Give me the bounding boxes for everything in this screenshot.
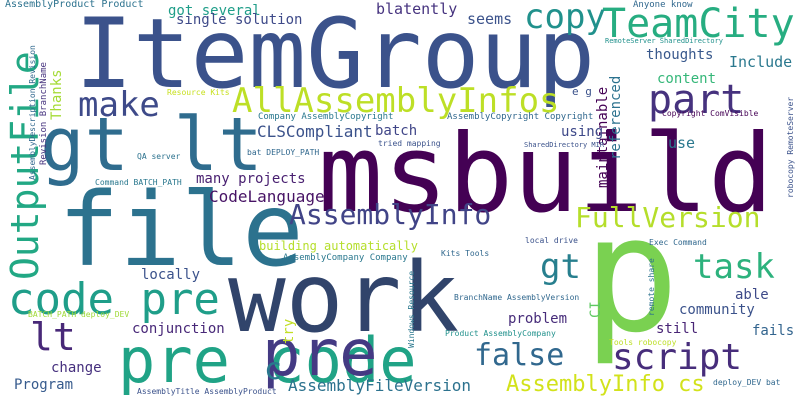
word-msbuild: msbuild — [318, 112, 774, 237]
word-teamcity: TeamCity — [602, 1, 795, 47]
word-referenced: referenced — [608, 75, 624, 160]
word-e-g: e g — [572, 85, 592, 98]
word-building-automatically: building automatically — [259, 239, 418, 253]
word-conjunction: conjunction — [132, 321, 225, 337]
word-pre: pre — [262, 317, 378, 391]
word-company-assemblycopyright: Company AssemblyCopyright — [258, 112, 394, 122]
word-deploy-dev-bat: deploy_DEV bat — [713, 378, 781, 387]
word-fullversion: FullVersion — [575, 201, 761, 234]
word-bat-deploy-path: bat DEPLOY_PATH — [247, 148, 320, 157]
word-qa-server: QA server — [137, 152, 181, 161]
word-resource-kits: Resource Kits — [167, 88, 230, 97]
word-change: change — [51, 360, 102, 376]
word-windows-resource: Windows Resource — [407, 270, 416, 348]
word-problem: problem — [508, 311, 568, 327]
word-able: able — [735, 287, 769, 303]
word-itemgroup: ItemGroup — [75, 0, 596, 110]
word-gt: gt — [540, 247, 581, 287]
word-got-several: got several — [168, 3, 261, 19]
word-content: content — [657, 71, 717, 87]
word-work: work — [228, 242, 460, 354]
word-gt-lt: gt lt — [40, 102, 263, 188]
word-p: p — [583, 181, 680, 368]
word-codelanguage: CodeLanguage — [209, 187, 325, 206]
word-include: Include — [729, 53, 793, 71]
word-assemblyinfo-cs: AssemblyInfo cs — [506, 372, 705, 397]
word-clscompliant: CLSCompliant — [257, 122, 373, 141]
word-allassemblyinfos: AllAssemblyInfos — [232, 81, 560, 121]
word-assemblyinfo: AssemblyInfo — [289, 198, 492, 231]
word-locally: locally — [141, 267, 201, 283]
word-assemblycopyright-copyright: AssemblyCopyright Copyright — [447, 112, 594, 122]
word-copyright-comvisible: Copyright ComVisible — [662, 109, 759, 118]
word-batch: batch — [375, 123, 418, 139]
word-try: try — [281, 318, 297, 344]
word-using: using — [561, 124, 604, 140]
word-assemblyfileversion: AssemblyFileVersion — [288, 376, 472, 395]
word-ci: CI — [588, 301, 604, 318]
word-product-assemblycompany: Product AssemblyCompany — [445, 329, 556, 338]
word-shareddirectory-mir: SharedDirectory MIR — [524, 141, 605, 149]
word-exec-command: Exec Command — [649, 238, 707, 247]
word-use: use — [668, 134, 696, 152]
word-still: still — [656, 321, 699, 337]
word-part: part — [648, 77, 745, 123]
word-pre-code: pre code — [118, 324, 417, 397]
word-single-solution: single solution — [176, 12, 303, 28]
word-make: make — [78, 85, 160, 125]
word-c: c — [264, 352, 283, 387]
word-kits-tools: Kits Tools — [441, 249, 490, 258]
word-assemblycompany-company: AssemblyCompany Company — [283, 253, 408, 263]
word-thoughts: thoughts — [646, 47, 714, 63]
word-remote-share: remote share — [647, 258, 656, 316]
word-fails: fails — [752, 323, 795, 339]
word-command-batch-path: Command BATCH_PATH — [95, 178, 182, 187]
word-copy: copy — [524, 0, 606, 37]
word-anyone-know: Anyone know — [633, 0, 693, 10]
word-assemblyproduct-product: AssemblyProduct Product — [5, 0, 144, 10]
word-seems: seems — [467, 10, 513, 28]
word-task: task — [693, 247, 775, 287]
word-community: community — [679, 302, 755, 318]
word-tools-robocopy: Tools robocopy — [609, 338, 677, 347]
word-branchname-assemblyversion: BranchName AssemblyVersion — [454, 293, 580, 302]
word-revision-branchname: Revision BranchName — [39, 62, 49, 165]
word-blatently: blatently — [376, 0, 458, 18]
word-assemblydescription-revision: AssemblyDescription Revision — [28, 45, 37, 180]
word-local-drive: local drive — [525, 236, 578, 245]
word-robocopy-remoteserver: robocopy RemoteServer — [786, 96, 795, 198]
word-tried-mapping: tried mapping — [378, 139, 441, 148]
word-thanks: Thanks — [49, 69, 65, 120]
word-remoteserver-shareddirectory: RemoteServer SharedDirectory — [605, 37, 724, 45]
word-many-projects: many projects — [196, 171, 306, 187]
word-assemblytitle-assemblyproduct: AssemblyTitle AssemblyProduct — [137, 387, 277, 396]
word-file: file — [58, 171, 304, 290]
word-batch-path-deploy-dev: BATCH_PATH deploy_DEV — [28, 310, 130, 319]
word-false: false — [474, 338, 565, 373]
word-lt: lt — [30, 315, 76, 359]
word-code-pre: code pre — [8, 274, 220, 325]
word-program: Program — [14, 377, 74, 393]
word-script: script — [612, 337, 743, 378]
